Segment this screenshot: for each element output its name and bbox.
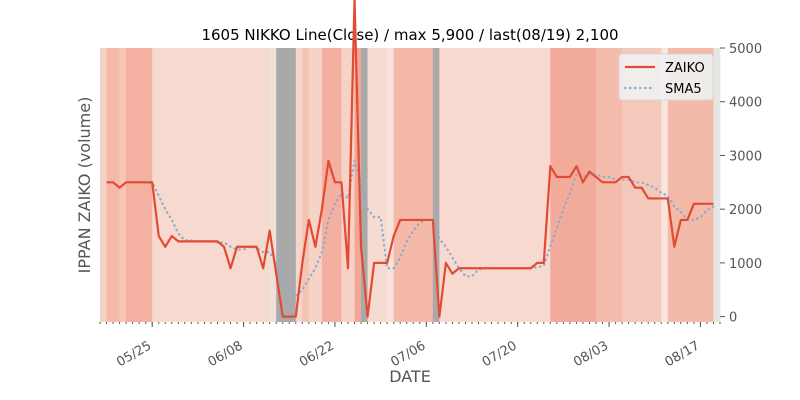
background-band xyxy=(126,48,153,322)
background-band xyxy=(269,48,277,322)
y-tick-label: 4000 xyxy=(729,96,762,111)
legend-label-zaiko: ZAIKO xyxy=(665,61,705,76)
x-tick-label: 05/25 xyxy=(114,338,154,370)
legend: ZAIKO SMA5 xyxy=(618,53,714,101)
background-band xyxy=(321,48,342,322)
legend-box xyxy=(618,53,714,101)
background-band xyxy=(387,48,394,322)
background-band xyxy=(432,48,440,322)
background-band xyxy=(106,48,120,322)
x-tick-label: 08/17 xyxy=(662,338,702,370)
y-tick-label: 2000 xyxy=(729,203,762,218)
background-band xyxy=(276,48,297,322)
y-axis: 0 1000 2000 3000 4000 5000 xyxy=(720,42,762,326)
x-tick-label: 07/20 xyxy=(480,338,520,370)
background-band xyxy=(596,48,623,322)
background-band xyxy=(713,48,721,322)
background-band xyxy=(367,48,388,322)
x-axis-label: DATE xyxy=(389,367,431,386)
x-tick-label: 08/03 xyxy=(571,338,611,370)
legend-label-sma5: SMA5 xyxy=(665,82,702,97)
background-band xyxy=(354,48,362,322)
background-band xyxy=(661,48,669,322)
chart-title: 1605 NIKKO Line(Close) / max 5,900 / las… xyxy=(201,26,618,44)
background-band xyxy=(100,48,107,322)
x-axis: 05/25 06/08 06/22 07/06 07/20 08/03 08/17 xyxy=(99,322,721,370)
background-band xyxy=(302,48,310,322)
background-band xyxy=(295,48,303,322)
y-tick-label: 5000 xyxy=(729,42,762,57)
y-tick-label: 3000 xyxy=(729,149,762,164)
background-band xyxy=(361,48,368,322)
x-tick-label: 07/06 xyxy=(388,338,428,370)
y-tick-label: 0 xyxy=(729,311,737,326)
zaiko-series xyxy=(106,0,714,318)
y-tick-label: 1000 xyxy=(729,257,762,272)
background-band xyxy=(256,48,270,322)
background-band xyxy=(439,48,551,322)
zaiko-line xyxy=(106,0,714,318)
background-band xyxy=(152,48,257,322)
x-tick-label: 06/22 xyxy=(297,338,337,370)
background-band xyxy=(393,48,434,322)
x-tick-label: 06/08 xyxy=(206,338,246,370)
y-axis-label: IPPAN ZAIKO (volume) xyxy=(75,97,94,274)
background-band xyxy=(308,48,323,322)
